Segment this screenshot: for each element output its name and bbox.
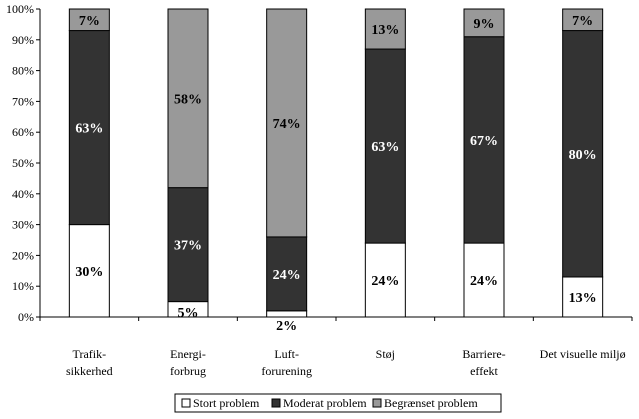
bar-segment: [463, 36, 505, 244]
data-label: 37%: [174, 239, 202, 254]
legend-swatch: [181, 398, 191, 408]
legend: Stort problem Moderat problem Begrænset pr…: [174, 393, 502, 413]
bar-segment: [562, 8, 604, 32]
legend-label: Begrænset problem: [384, 396, 478, 410]
y-tick-label: 80%: [12, 64, 34, 78]
y-tick-label: 50%: [12, 156, 34, 170]
y-tick-label: 10%: [12, 279, 34, 293]
bar-segment: [167, 8, 209, 189]
x-tick-label: Støj: [376, 347, 395, 361]
data-label: 30%: [75, 265, 103, 280]
x-tick-label: effekt: [470, 364, 498, 378]
x-tick-label: Luft-: [274, 347, 299, 361]
x-tick-label: Trafik-: [73, 347, 107, 361]
bar-segment: [562, 276, 604, 318]
bar-segment: [364, 48, 406, 244]
data-label: 67%: [470, 134, 498, 149]
bar-segment: [266, 8, 308, 238]
legend-swatch: [372, 398, 382, 408]
data-label: 7%: [79, 14, 100, 29]
data-label: 7%: [572, 14, 593, 29]
data-label: 24%: [371, 274, 399, 289]
legend-label: Stort problem: [193, 396, 260, 410]
bar-segment: [68, 8, 110, 32]
data-label: 63%: [75, 122, 103, 137]
x-axis: Trafik-sikkerhed Energi-forbrug Luft-forur…: [39, 316, 633, 378]
data-label: 5%: [178, 306, 199, 321]
data-label: 24%: [470, 274, 498, 289]
bar-segment: [562, 30, 604, 278]
data-label: 24%: [273, 268, 301, 283]
data-label: 9%: [474, 17, 495, 32]
data-label: 63%: [371, 140, 399, 155]
legend-label: Moderat problem: [283, 396, 367, 410]
x-tick-label: Barriere-: [462, 347, 505, 361]
y-tick-label: 60%: [12, 125, 34, 139]
bar-segment: [68, 224, 110, 318]
data-label: 80%: [569, 148, 597, 163]
y-tick-label: 30%: [12, 218, 34, 232]
y-axis: 0% 10% 20% 30% 40% 50% 60% 70% 80% 90% 100%: [6, 2, 41, 324]
data-label: 74%: [273, 117, 301, 132]
data-label: 13%: [569, 291, 597, 306]
y-tick-label: 100%: [6, 2, 34, 16]
x-tick-label: Energi-: [170, 347, 206, 361]
data-label: 2%: [276, 319, 297, 334]
bar-segment: [463, 242, 505, 318]
x-tick-label: Det visuelle miljø: [540, 347, 626, 361]
bar-segment: [463, 8, 505, 38]
y-tick-label: 0%: [18, 310, 34, 324]
bars: 30% 63% 7% 5% 37% 58% 2% 24% 74% 24% 63% 13% 24% 67% 9…: [68, 8, 604, 334]
y-tick-label: 20%: [12, 248, 34, 262]
bar-segment: [266, 236, 308, 312]
bar-segment: [266, 310, 308, 318]
y-tick-label: 70%: [12, 94, 34, 108]
legend-box: [174, 393, 502, 413]
x-tick-label: forbrug: [170, 364, 206, 378]
bar-segment: [364, 8, 406, 50]
x-tick-label: forurening: [261, 364, 312, 378]
y-tick-label: 40%: [12, 187, 34, 201]
legend-swatch: [271, 398, 281, 408]
data-label: 58%: [174, 92, 202, 107]
y-tick-label: 90%: [12, 33, 34, 47]
bar-segment: [364, 242, 406, 318]
data-label: 13%: [371, 23, 399, 38]
x-tick-label: sikkerhed: [66, 364, 113, 378]
